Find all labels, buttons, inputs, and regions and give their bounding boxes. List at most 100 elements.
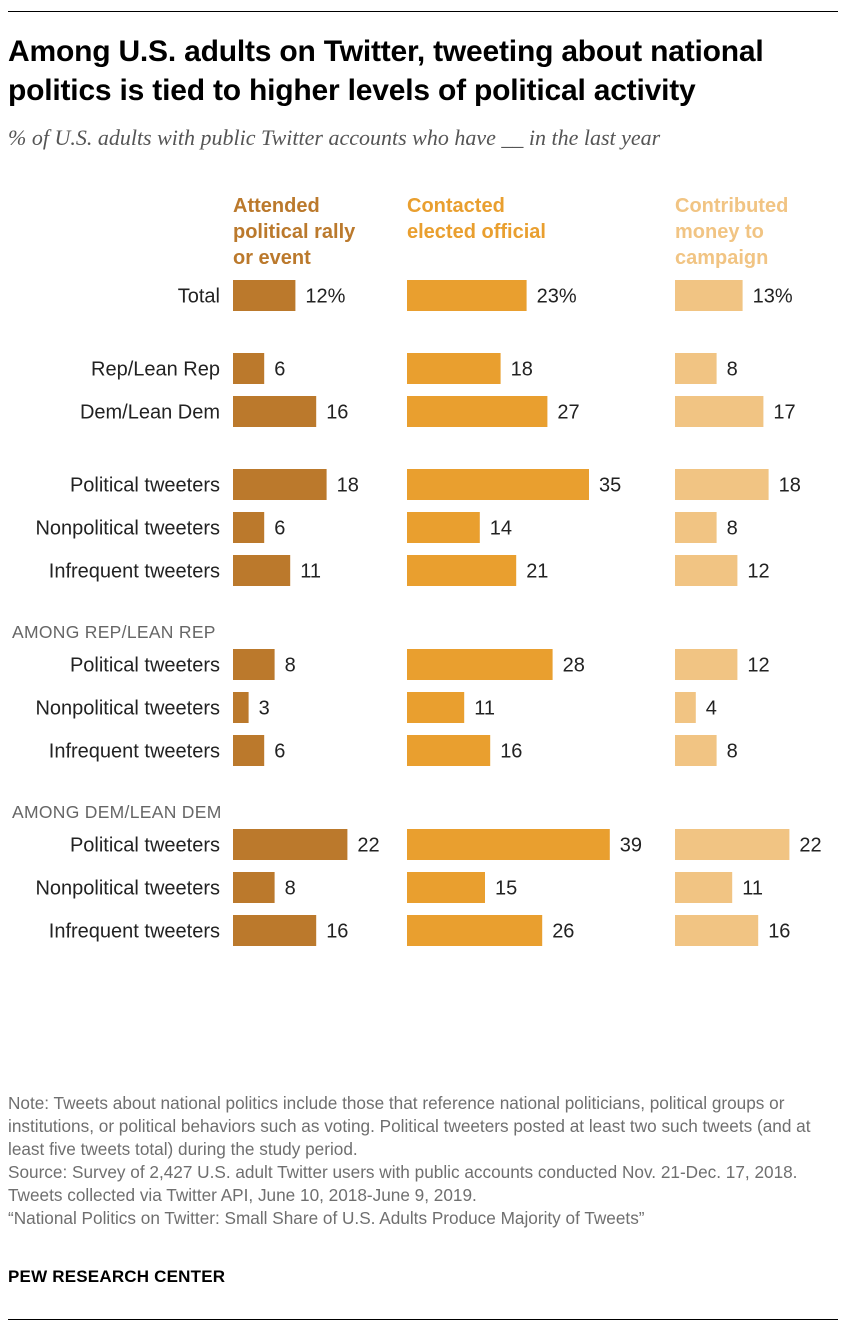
row-label: Nonpolitical tweeters	[35, 698, 220, 720]
row-label: Infrequent tweeters	[49, 741, 220, 763]
bar-chart: Attended political rally or event Contacted…	[12, 195, 822, 946]
bar-rally	[233, 280, 296, 311]
data-label-rally: 11	[300, 561, 321, 583]
bar-contributed	[675, 280, 743, 311]
source-text: Source: Survey of 2,427 U.S. adult Twitt…	[8, 1162, 798, 1205]
data-label-contacted: 21	[526, 561, 548, 583]
row-label: Dem/Lean Dem	[80, 402, 220, 424]
data-label-rally: 12%	[305, 286, 345, 308]
data-label-contributed: 17	[773, 402, 795, 424]
row-label: Political tweeters	[70, 835, 220, 857]
bar-contacted	[407, 396, 548, 427]
row-label: Infrequent tweeters	[49, 921, 220, 943]
note-text: Note: Tweets about national politics inc…	[8, 1093, 811, 1159]
series-header-rally: or event	[233, 247, 311, 269]
bar-contributed	[675, 692, 696, 723]
data-label-rally: 22	[357, 835, 379, 857]
bar-contacted	[407, 280, 527, 311]
bar-rally	[233, 469, 327, 500]
chart-subtitle: % of U.S. adults with public Twitter acc…	[8, 125, 661, 150]
data-label-rally: 8	[285, 878, 296, 900]
data-label-contributed: 12	[747, 655, 769, 677]
row-label: Rep/Lean Rep	[91, 359, 220, 381]
bar-contacted	[407, 555, 517, 586]
data-label-contacted: 35	[599, 475, 621, 497]
data-label-rally: 16	[326, 402, 348, 424]
bar-rally	[233, 555, 291, 586]
bar-contributed	[675, 915, 759, 946]
series-header-contacted: Contacted	[407, 195, 505, 217]
chart-title: Among U.S. adults on Twitter, tweeting a…	[8, 35, 764, 107]
data-label-rally: 18	[337, 475, 359, 497]
series-header-contributed: Contributed	[675, 195, 788, 217]
bar-contributed	[675, 829, 790, 860]
series-header-rally: Attended	[233, 195, 320, 217]
bar-contacted	[407, 512, 480, 543]
data-label-rally: 3	[259, 698, 270, 720]
bar-contributed	[675, 555, 738, 586]
bar-rally	[233, 872, 275, 903]
series-header-contributed: money to	[675, 221, 764, 243]
row-label: Political tweeters	[70, 655, 220, 677]
series-header-contributed: campaign	[675, 247, 768, 269]
row-label: Nonpolitical tweeters	[35, 878, 220, 900]
bottom-rule	[8, 1319, 838, 1320]
data-label-rally: 6	[274, 741, 285, 763]
data-label-contributed: 4	[706, 698, 717, 720]
row-label: Infrequent tweeters	[49, 561, 220, 583]
bar-rally	[233, 829, 348, 860]
data-label-contributed: 16	[768, 921, 790, 943]
report-title: “National Politics on Twitter: Small Sha…	[8, 1208, 645, 1228]
bar-contributed	[675, 735, 717, 766]
data-label-contacted: 14	[490, 518, 512, 540]
data-label-contacted: 18	[511, 359, 533, 381]
bar-rally	[233, 915, 317, 946]
brand-logo-text: PEW RESEARCH CENTER	[8, 1267, 226, 1286]
bar-rally	[233, 649, 275, 680]
bar-contributed	[675, 396, 764, 427]
bar-contributed	[675, 353, 717, 384]
bar-rally	[233, 512, 265, 543]
data-label-contacted: 15	[495, 878, 517, 900]
bar-contributed	[675, 649, 738, 680]
data-label-contacted: 27	[557, 402, 579, 424]
bar-contacted	[407, 872, 485, 903]
series-header-rally: political rally	[233, 221, 356, 243]
data-label-contributed: 11	[742, 878, 763, 900]
data-label-rally: 6	[274, 359, 285, 381]
bar-rally	[233, 353, 265, 384]
bar-contacted	[407, 649, 553, 680]
data-label-contacted: 39	[620, 835, 642, 857]
data-label-rally: 16	[326, 921, 348, 943]
bar-rally	[233, 692, 249, 723]
bar-contacted	[407, 469, 589, 500]
group-heading: AMONG DEM/LEAN DEM	[12, 802, 222, 822]
group-heading: AMONG REP/LEAN REP	[12, 622, 216, 642]
bar-contacted	[407, 829, 610, 860]
data-label-contributed: 22	[799, 835, 821, 857]
bar-rally	[233, 396, 317, 427]
bar-contacted	[407, 915, 543, 946]
bar-contributed	[675, 872, 733, 903]
data-label-contacted: 28	[563, 655, 585, 677]
bar-contacted	[407, 735, 491, 766]
data-label-contributed: 12	[747, 561, 769, 583]
data-label-contributed: 8	[727, 741, 738, 763]
series-header-contacted: elected official	[407, 221, 546, 243]
row-label: Total	[178, 286, 220, 308]
footnotes: Note: Tweets about national politics inc…	[8, 1092, 838, 1230]
data-label-contributed: 13%	[753, 286, 793, 308]
data-label-contacted: 26	[552, 921, 574, 943]
bar-contacted	[407, 692, 465, 723]
row-label: Nonpolitical tweeters	[35, 518, 220, 540]
data-label-rally: 8	[285, 655, 296, 677]
bar-contributed	[675, 469, 769, 500]
data-label-contacted: 11	[474, 698, 495, 720]
bar-contributed	[675, 512, 717, 543]
bar-rally	[233, 735, 265, 766]
data-label-rally: 6	[274, 518, 285, 540]
data-label-contributed: 8	[727, 518, 738, 540]
data-label-contacted: 16	[500, 741, 522, 763]
top-rule	[8, 11, 838, 12]
data-label-contributed: 8	[727, 359, 738, 381]
